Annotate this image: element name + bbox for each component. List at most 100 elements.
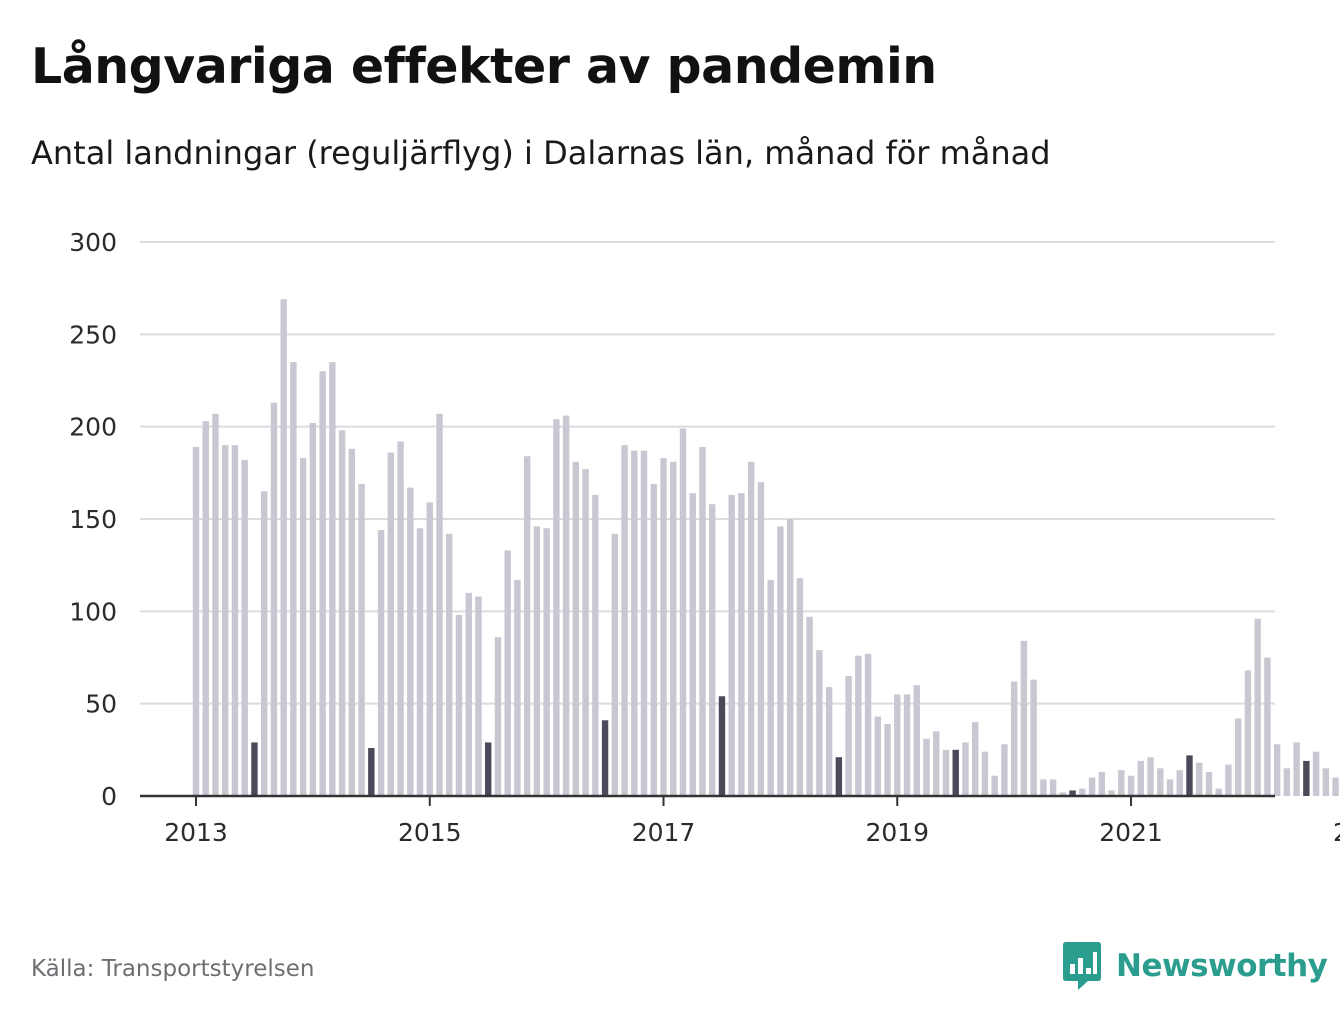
bar xyxy=(825,687,833,796)
bar xyxy=(1098,771,1106,796)
bar xyxy=(1157,768,1164,796)
bar xyxy=(368,747,375,796)
bar xyxy=(1273,744,1281,796)
bar xyxy=(387,452,394,796)
bar xyxy=(270,402,278,796)
bar xyxy=(699,446,706,796)
bar xyxy=(845,675,852,796)
bar xyxy=(446,533,453,796)
bar xyxy=(747,461,755,796)
bar xyxy=(1137,760,1144,796)
bar xyxy=(348,448,356,796)
bar xyxy=(806,616,813,796)
bar xyxy=(611,533,619,796)
bar xyxy=(709,504,716,796)
bar xyxy=(1079,788,1086,796)
bar xyxy=(426,502,433,796)
bar xyxy=(231,445,239,796)
x-tick-label: 2017 xyxy=(632,818,696,847)
bar xyxy=(913,685,920,796)
bar xyxy=(972,722,979,796)
bar xyxy=(309,422,317,796)
bar xyxy=(1312,751,1320,796)
bar xyxy=(1215,788,1222,796)
bar xyxy=(475,596,482,796)
bar xyxy=(640,450,648,796)
bar xyxy=(670,461,677,796)
bar xyxy=(562,415,570,796)
bar xyxy=(543,528,550,796)
bar xyxy=(1147,757,1154,796)
bar xyxy=(1264,657,1271,796)
bar xyxy=(1127,775,1135,796)
x-tick-label: 2019 xyxy=(865,818,929,847)
bar xyxy=(1234,718,1242,796)
bar xyxy=(786,519,794,796)
bar xyxy=(485,742,492,796)
bar xyxy=(757,482,765,796)
bar xyxy=(319,371,326,796)
bar xyxy=(903,694,911,796)
bar xyxy=(582,469,589,796)
bar xyxy=(465,592,472,796)
y-tick-label: 0 xyxy=(101,782,117,811)
bar xyxy=(601,720,609,796)
bar xyxy=(1088,777,1096,796)
bar xyxy=(796,578,804,796)
bar xyxy=(329,362,336,796)
bar xyxy=(553,419,560,796)
bar xyxy=(533,526,541,796)
bar xyxy=(192,446,200,796)
y-tick-label: 250 xyxy=(69,320,117,349)
bar xyxy=(494,637,502,796)
bar xyxy=(1049,779,1057,796)
bar xyxy=(864,653,872,796)
bar xyxy=(455,615,463,796)
bar xyxy=(1283,768,1291,796)
brand-logo[interactable]: Newsworthy xyxy=(1062,940,1328,992)
y-tick-label: 50 xyxy=(85,690,117,719)
bar xyxy=(358,483,365,796)
bar xyxy=(280,299,287,796)
bar xyxy=(767,579,774,796)
bar xyxy=(222,445,229,796)
bar xyxy=(592,494,599,796)
bar xyxy=(1069,790,1076,796)
bar xyxy=(689,493,696,796)
bar xyxy=(1322,768,1330,796)
bar xyxy=(1332,777,1339,796)
bar xyxy=(1059,792,1067,796)
source-note: Källa: Transportstyrelsen xyxy=(31,956,315,982)
bar xyxy=(1166,779,1174,796)
bar xyxy=(835,757,843,796)
bar xyxy=(621,445,628,796)
bar xyxy=(991,775,998,796)
bar xyxy=(1293,742,1300,796)
bar xyxy=(572,461,580,796)
bar xyxy=(884,723,891,796)
bar xyxy=(855,655,862,796)
bar xyxy=(299,458,307,796)
bar xyxy=(1225,764,1232,796)
y-tick-label: 150 xyxy=(69,505,117,534)
bar xyxy=(416,528,424,796)
bar xyxy=(1030,679,1037,796)
bar xyxy=(631,450,638,796)
bar xyxy=(942,749,950,796)
bar xyxy=(397,441,404,796)
bar xyxy=(1196,762,1203,796)
bar xyxy=(1303,760,1310,796)
bar xyxy=(923,738,930,796)
bar xyxy=(816,650,823,796)
bar xyxy=(407,487,414,796)
bar xyxy=(660,458,667,796)
bar xyxy=(1118,770,1125,796)
bar xyxy=(241,459,248,796)
bar xyxy=(981,751,989,796)
bar xyxy=(1186,755,1193,796)
bar xyxy=(952,749,959,796)
bar xyxy=(260,491,268,796)
bar xyxy=(290,362,297,796)
chart-title: Långvariga effekter av pandemin xyxy=(31,38,937,95)
